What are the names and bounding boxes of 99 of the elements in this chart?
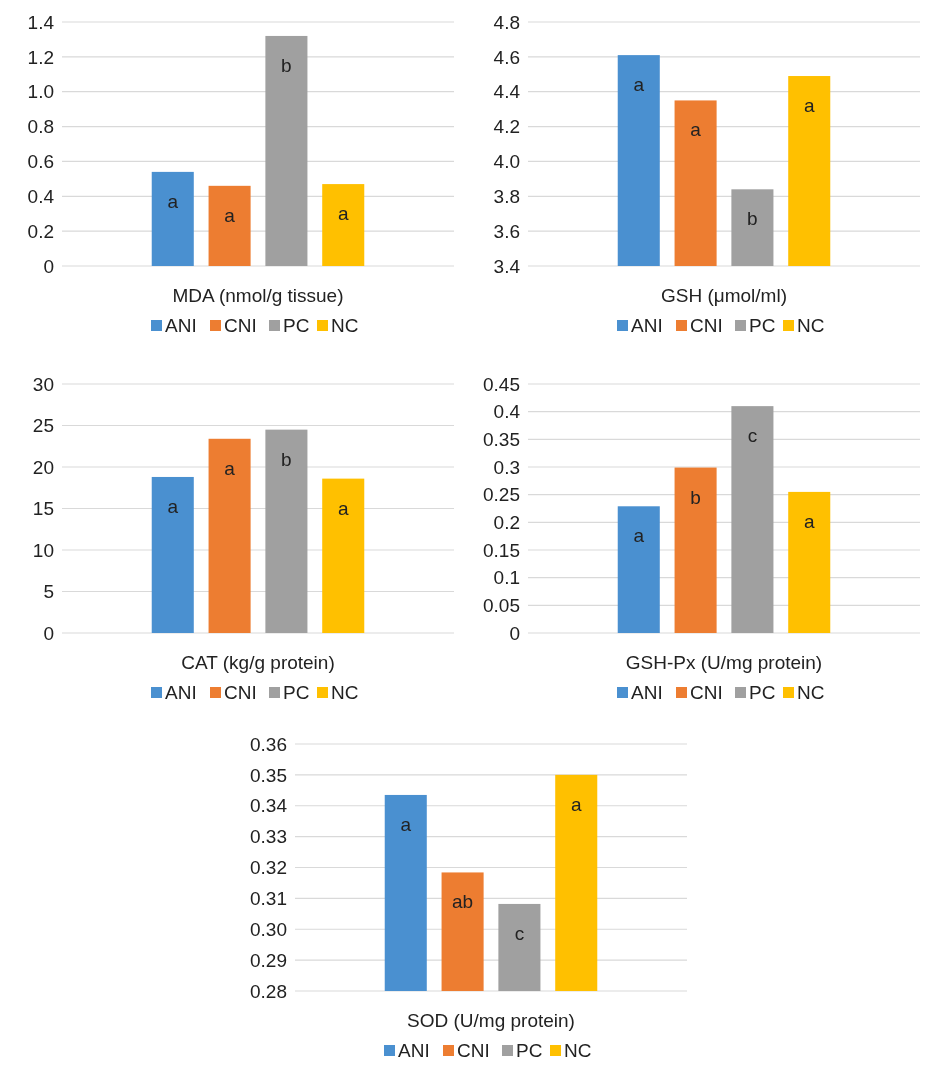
bar bbox=[265, 429, 308, 633]
legend-label: PC bbox=[283, 315, 310, 336]
y-tick-label: 0.34 bbox=[250, 795, 288, 817]
y-tick-label: 0.4 bbox=[493, 401, 521, 423]
legend-label: PC bbox=[749, 315, 776, 336]
legend-label: CNI bbox=[690, 315, 723, 336]
bar bbox=[151, 476, 194, 633]
y-tick-label: 4.0 bbox=[493, 151, 520, 173]
data-label: b bbox=[747, 208, 758, 230]
x-axis-title: SOD (U/mg protein) bbox=[407, 1010, 575, 1031]
data-label: b bbox=[690, 486, 701, 508]
bar bbox=[208, 438, 251, 633]
y-tick-label: 10 bbox=[32, 539, 54, 561]
bar bbox=[322, 478, 365, 633]
data-label: a bbox=[167, 190, 179, 212]
y-tick-label: 0.2 bbox=[27, 220, 54, 242]
data-label: b bbox=[281, 54, 292, 76]
legend-label: ANI bbox=[631, 682, 663, 703]
y-tick-label: 0.33 bbox=[250, 826, 287, 848]
legend-label: PC bbox=[283, 682, 310, 703]
y-tick-label: 4.4 bbox=[493, 81, 521, 103]
y-tick-label: 0.35 bbox=[483, 428, 520, 450]
y-tick-label: 4.2 bbox=[493, 116, 520, 138]
legend-label: CNI bbox=[457, 1040, 490, 1061]
data-label: a bbox=[570, 793, 582, 815]
y-tick-label: 0.05 bbox=[483, 594, 520, 616]
legend-label: ANI bbox=[165, 682, 197, 703]
y-tick-label: 0 bbox=[43, 255, 54, 277]
legend-label: CNI bbox=[224, 315, 257, 336]
legend-label: NC bbox=[797, 315, 825, 336]
legend-label: NC bbox=[797, 682, 825, 703]
data-label: a bbox=[224, 457, 236, 479]
y-tick-label: 0.25 bbox=[483, 484, 520, 506]
bar bbox=[151, 171, 194, 266]
y-tick-label: 0.30 bbox=[250, 918, 287, 940]
legend-label: ANI bbox=[165, 315, 197, 336]
y-tick-label: 0.35 bbox=[250, 764, 287, 786]
legend-label: NC bbox=[331, 682, 359, 703]
y-tick-label: 0.4 bbox=[27, 185, 55, 207]
data-label: a bbox=[224, 204, 236, 226]
legend-label: ANI bbox=[398, 1040, 430, 1061]
legend-label: NC bbox=[564, 1040, 592, 1061]
data-label: b bbox=[281, 448, 292, 470]
data-label: a bbox=[803, 95, 815, 117]
y-tick-label: 25 bbox=[32, 415, 54, 437]
bar bbox=[322, 184, 365, 266]
bar bbox=[617, 506, 660, 633]
data-label: a bbox=[337, 203, 349, 225]
bar bbox=[731, 406, 774, 633]
y-tick-label: 0.8 bbox=[27, 116, 54, 138]
data-label: a bbox=[633, 525, 645, 547]
legend-label: NC bbox=[331, 315, 359, 336]
y-tick-label: 1.2 bbox=[27, 46, 54, 68]
y-tick-label: 0.15 bbox=[483, 539, 520, 561]
y-tick-label: 0.1 bbox=[493, 567, 520, 589]
y-tick-label: 4.6 bbox=[493, 46, 520, 68]
bar bbox=[208, 185, 251, 266]
y-tick-label: 0.36 bbox=[250, 733, 287, 755]
y-tick-label: 15 bbox=[32, 498, 54, 520]
legend-label: PC bbox=[516, 1040, 543, 1061]
y-tick-label: 0.28 bbox=[250, 980, 287, 1002]
y-tick-label: 0 bbox=[43, 622, 54, 644]
x-axis-title: GSH (μmol/ml) bbox=[661, 285, 787, 306]
data-label: a bbox=[690, 119, 702, 141]
legend-label: CNI bbox=[690, 682, 723, 703]
y-tick-label: 0.2 bbox=[493, 511, 520, 533]
y-tick-label: 0.29 bbox=[250, 949, 287, 971]
y-tick-label: 3.6 bbox=[493, 220, 520, 242]
data-label: a bbox=[337, 497, 349, 519]
bar bbox=[674, 467, 717, 633]
y-tick-label: 1.4 bbox=[27, 11, 55, 33]
data-label: ab bbox=[452, 891, 474, 913]
y-tick-label: 0.6 bbox=[27, 151, 54, 173]
legend-label: PC bbox=[749, 682, 776, 703]
legend-label: ANI bbox=[631, 315, 663, 336]
x-axis-title: GSH-Px (U/mg protein) bbox=[625, 652, 823, 673]
y-tick-label: 0.31 bbox=[250, 888, 287, 910]
y-tick-label: 0 bbox=[509, 622, 520, 644]
data-label: a bbox=[633, 74, 645, 96]
y-tick-label: 0.3 bbox=[493, 456, 520, 478]
data-label: c bbox=[747, 425, 758, 447]
x-axis-title: MDA (nmol/g tissue) bbox=[172, 285, 344, 306]
y-tick-label: 20 bbox=[32, 456, 54, 478]
y-tick-label: 0.32 bbox=[250, 857, 287, 879]
legend-label: CNI bbox=[224, 682, 257, 703]
data-label: a bbox=[803, 510, 815, 532]
y-tick-label: 30 bbox=[32, 373, 54, 395]
y-tick-label: 3.8 bbox=[493, 185, 520, 207]
data-label: c bbox=[514, 922, 525, 944]
bar bbox=[788, 491, 831, 633]
x-axis-title: CAT (kg/g protein) bbox=[181, 652, 335, 673]
data-label: a bbox=[400, 813, 412, 835]
bar bbox=[265, 35, 308, 266]
y-tick-label: 1.0 bbox=[27, 81, 54, 103]
y-tick-label: 3.4 bbox=[493, 255, 521, 277]
data-label: a bbox=[167, 495, 179, 517]
y-tick-label: 5 bbox=[43, 581, 54, 603]
y-tick-label: 0.45 bbox=[483, 373, 520, 395]
y-tick-label: 4.8 bbox=[493, 11, 520, 33]
